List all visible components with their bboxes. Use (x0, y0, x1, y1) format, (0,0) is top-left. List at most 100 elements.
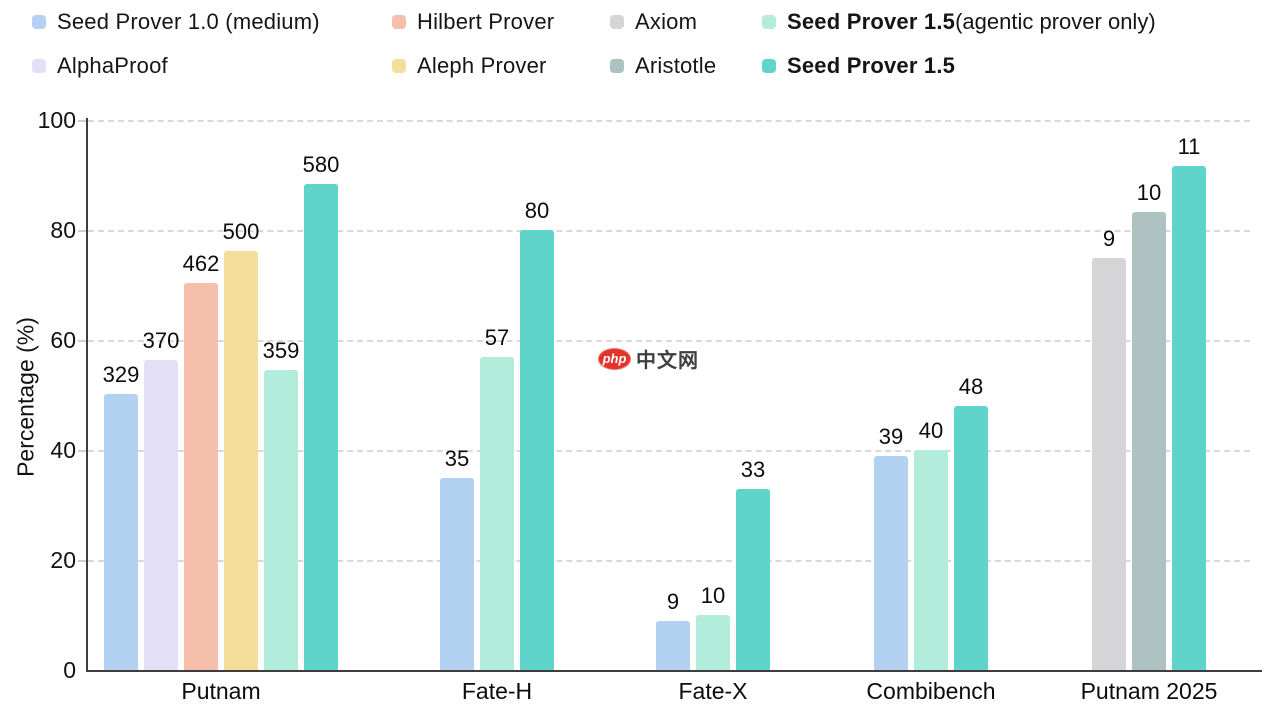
legend-label: Seed Prover 1.0 (medium) (57, 9, 320, 34)
bar-value-label: 48 (958, 374, 984, 399)
legend-item-aristotle: Aristotle (610, 50, 716, 82)
bar-fate-x-seed-prover-1-5-agentic-prover-only (696, 615, 730, 670)
y-tick-mark (78, 340, 86, 342)
legend-label-suffix: (agentic prover only) (955, 9, 1156, 34)
bar-slot: 10 (1132, 180, 1166, 670)
x-category-label-putnam: Putnam (181, 678, 261, 704)
legend-swatch-icon (392, 15, 406, 29)
y-tick-mark (78, 450, 86, 452)
bar-value-label: 35 (444, 445, 470, 471)
legend-item-seed-prover-1-0-medium: Seed Prover 1.0 (medium) (32, 6, 320, 38)
bar-slot: 370 (143, 329, 179, 670)
x-category-label-combibench: Combibench (866, 678, 996, 704)
bar-slot: 359 (263, 338, 299, 670)
y-tick-label-0: 0 (63, 657, 76, 683)
legend-swatch-icon (32, 15, 46, 29)
y-axis-line (86, 118, 88, 670)
plot-area: 0 20 40 60 80 100 329 370 462 500 359 580 Putnam 35 57… (38, 108, 1262, 704)
legend-item-hilbert-prover: Hilbert Prover (392, 6, 554, 38)
watermark: php 中文网 (598, 344, 699, 373)
bar-value-label: 80 (524, 198, 550, 223)
bar-value-label: 10 (1136, 179, 1162, 205)
x-category-label-fate-h: Fate-H (461, 678, 533, 704)
gridline-100 (88, 120, 1250, 122)
bar-value-label: 9 (666, 588, 680, 614)
y-tick-label-20: 20 (50, 547, 76, 573)
bar-putnam-hilbert-prover (184, 283, 218, 670)
bar-value-label: 10 (700, 583, 726, 608)
bar-value-label: 57 (484, 324, 510, 350)
bar-value-label: 500 (222, 219, 260, 245)
y-tick-mark (78, 560, 86, 562)
legend-label: AlphaProof (57, 53, 168, 78)
x-axis-line (86, 670, 1262, 672)
bar-fate-h-seed-prover-1-5-agentic-prover-only (480, 356, 514, 670)
bar-slot: 80 (520, 199, 554, 670)
bar-slot: 33 (736, 457, 770, 670)
legend-label: Hilbert Prover (417, 9, 555, 34)
gridline-20 (88, 560, 1250, 562)
bar-slot: 9 (656, 589, 690, 670)
bar-combibench-seed-prover-1-5 (954, 406, 988, 670)
legend-swatch-icon (392, 59, 406, 73)
bar-combibench-seed-prover-1-5-agentic-prover-only (914, 450, 948, 670)
bar-value-label: 462 (182, 251, 220, 277)
gridline-40 (88, 450, 1250, 452)
bar-putnam-alphaproof (144, 360, 178, 670)
php-logo-icon: php (598, 347, 631, 370)
bar-slot: 35 (440, 446, 474, 670)
bar-putnam-seed-prover-1-0-medium (104, 394, 138, 670)
bar-fate-h-seed-prover-1-0-medium (440, 477, 474, 670)
legend-swatch-icon (610, 15, 624, 29)
bar-slot: 11 (1172, 134, 1206, 670)
bar-group-combibench: 39 40 48 (874, 375, 988, 670)
bar-value-label: 580 (302, 152, 340, 178)
bar-group-putnam-2025: 9 10 11 (1092, 134, 1206, 670)
bar-slot: 40 (914, 419, 948, 670)
bar-value-label: 359 (262, 337, 300, 363)
bar-putnam-seed-prover-1-5-agentic-prover-only (264, 369, 298, 670)
bar-value-label: 9 (1102, 225, 1116, 251)
bar-fate-x-seed-prover-1-0-medium (656, 620, 690, 670)
legend-swatch-icon (32, 59, 46, 73)
y-tick-label-80: 80 (50, 217, 76, 243)
x-category-label-putnam-2025: Putnam 2025 (1080, 678, 1218, 704)
legend-label: Axiom (635, 9, 698, 34)
legend-label: Aleph Prover (417, 53, 547, 78)
bar-slot: 57 (480, 325, 514, 670)
legend-label: Seed Prover 1.5 (787, 9, 956, 34)
bar-slot: 500 (223, 220, 259, 670)
watermark-text: 中文网 (636, 350, 699, 372)
bar-group-putnam: 329 370 462 500 359 580 (103, 153, 339, 670)
x-category-label-fate-x: Fate-X (678, 678, 748, 704)
legend-swatch-icon (762, 59, 776, 73)
bar-value-label: 40 (918, 418, 944, 443)
bar-putnam-2025-axiom (1092, 257, 1126, 670)
legend-label: Seed Prover 1.5 (787, 53, 956, 78)
bar-fate-h-seed-prover-1-5 (520, 230, 554, 670)
bar-slot: 39 (874, 424, 908, 670)
bar-value-label: 11 (1177, 133, 1201, 159)
bar-putnam-seed-prover-1-5 (304, 184, 338, 670)
bar-value-label: 329 (102, 362, 140, 388)
bar-group-fate-h: 35 57 80 (440, 199, 554, 670)
bar-slot: 10 (696, 584, 730, 670)
bar-fate-x-seed-prover-1-5 (736, 488, 770, 670)
y-tick-label-40: 40 (50, 437, 76, 463)
y-tick-label-60: 60 (50, 327, 76, 353)
gridline-60 (88, 340, 1250, 342)
legend-item-alphaproof: AlphaProof (32, 50, 168, 82)
bar-slot: 9 (1092, 226, 1126, 670)
legend-swatch-icon (762, 15, 776, 29)
legend-swatch-icon (610, 59, 624, 73)
bar-value-label: 33 (740, 456, 766, 482)
bar-slot: 580 (303, 153, 339, 670)
y-tick-mark (78, 120, 86, 122)
legend-item-seed-prover-1-5: Seed Prover 1.5 (762, 50, 955, 82)
gridline-80 (88, 230, 1250, 232)
bar-slot: 329 (103, 363, 139, 670)
bar-putnam-aleph-prover (224, 251, 258, 670)
bar-putnam-2025-aristotle (1132, 211, 1166, 670)
bar-putnam-2025-seed-prover-1-5 (1172, 165, 1206, 670)
